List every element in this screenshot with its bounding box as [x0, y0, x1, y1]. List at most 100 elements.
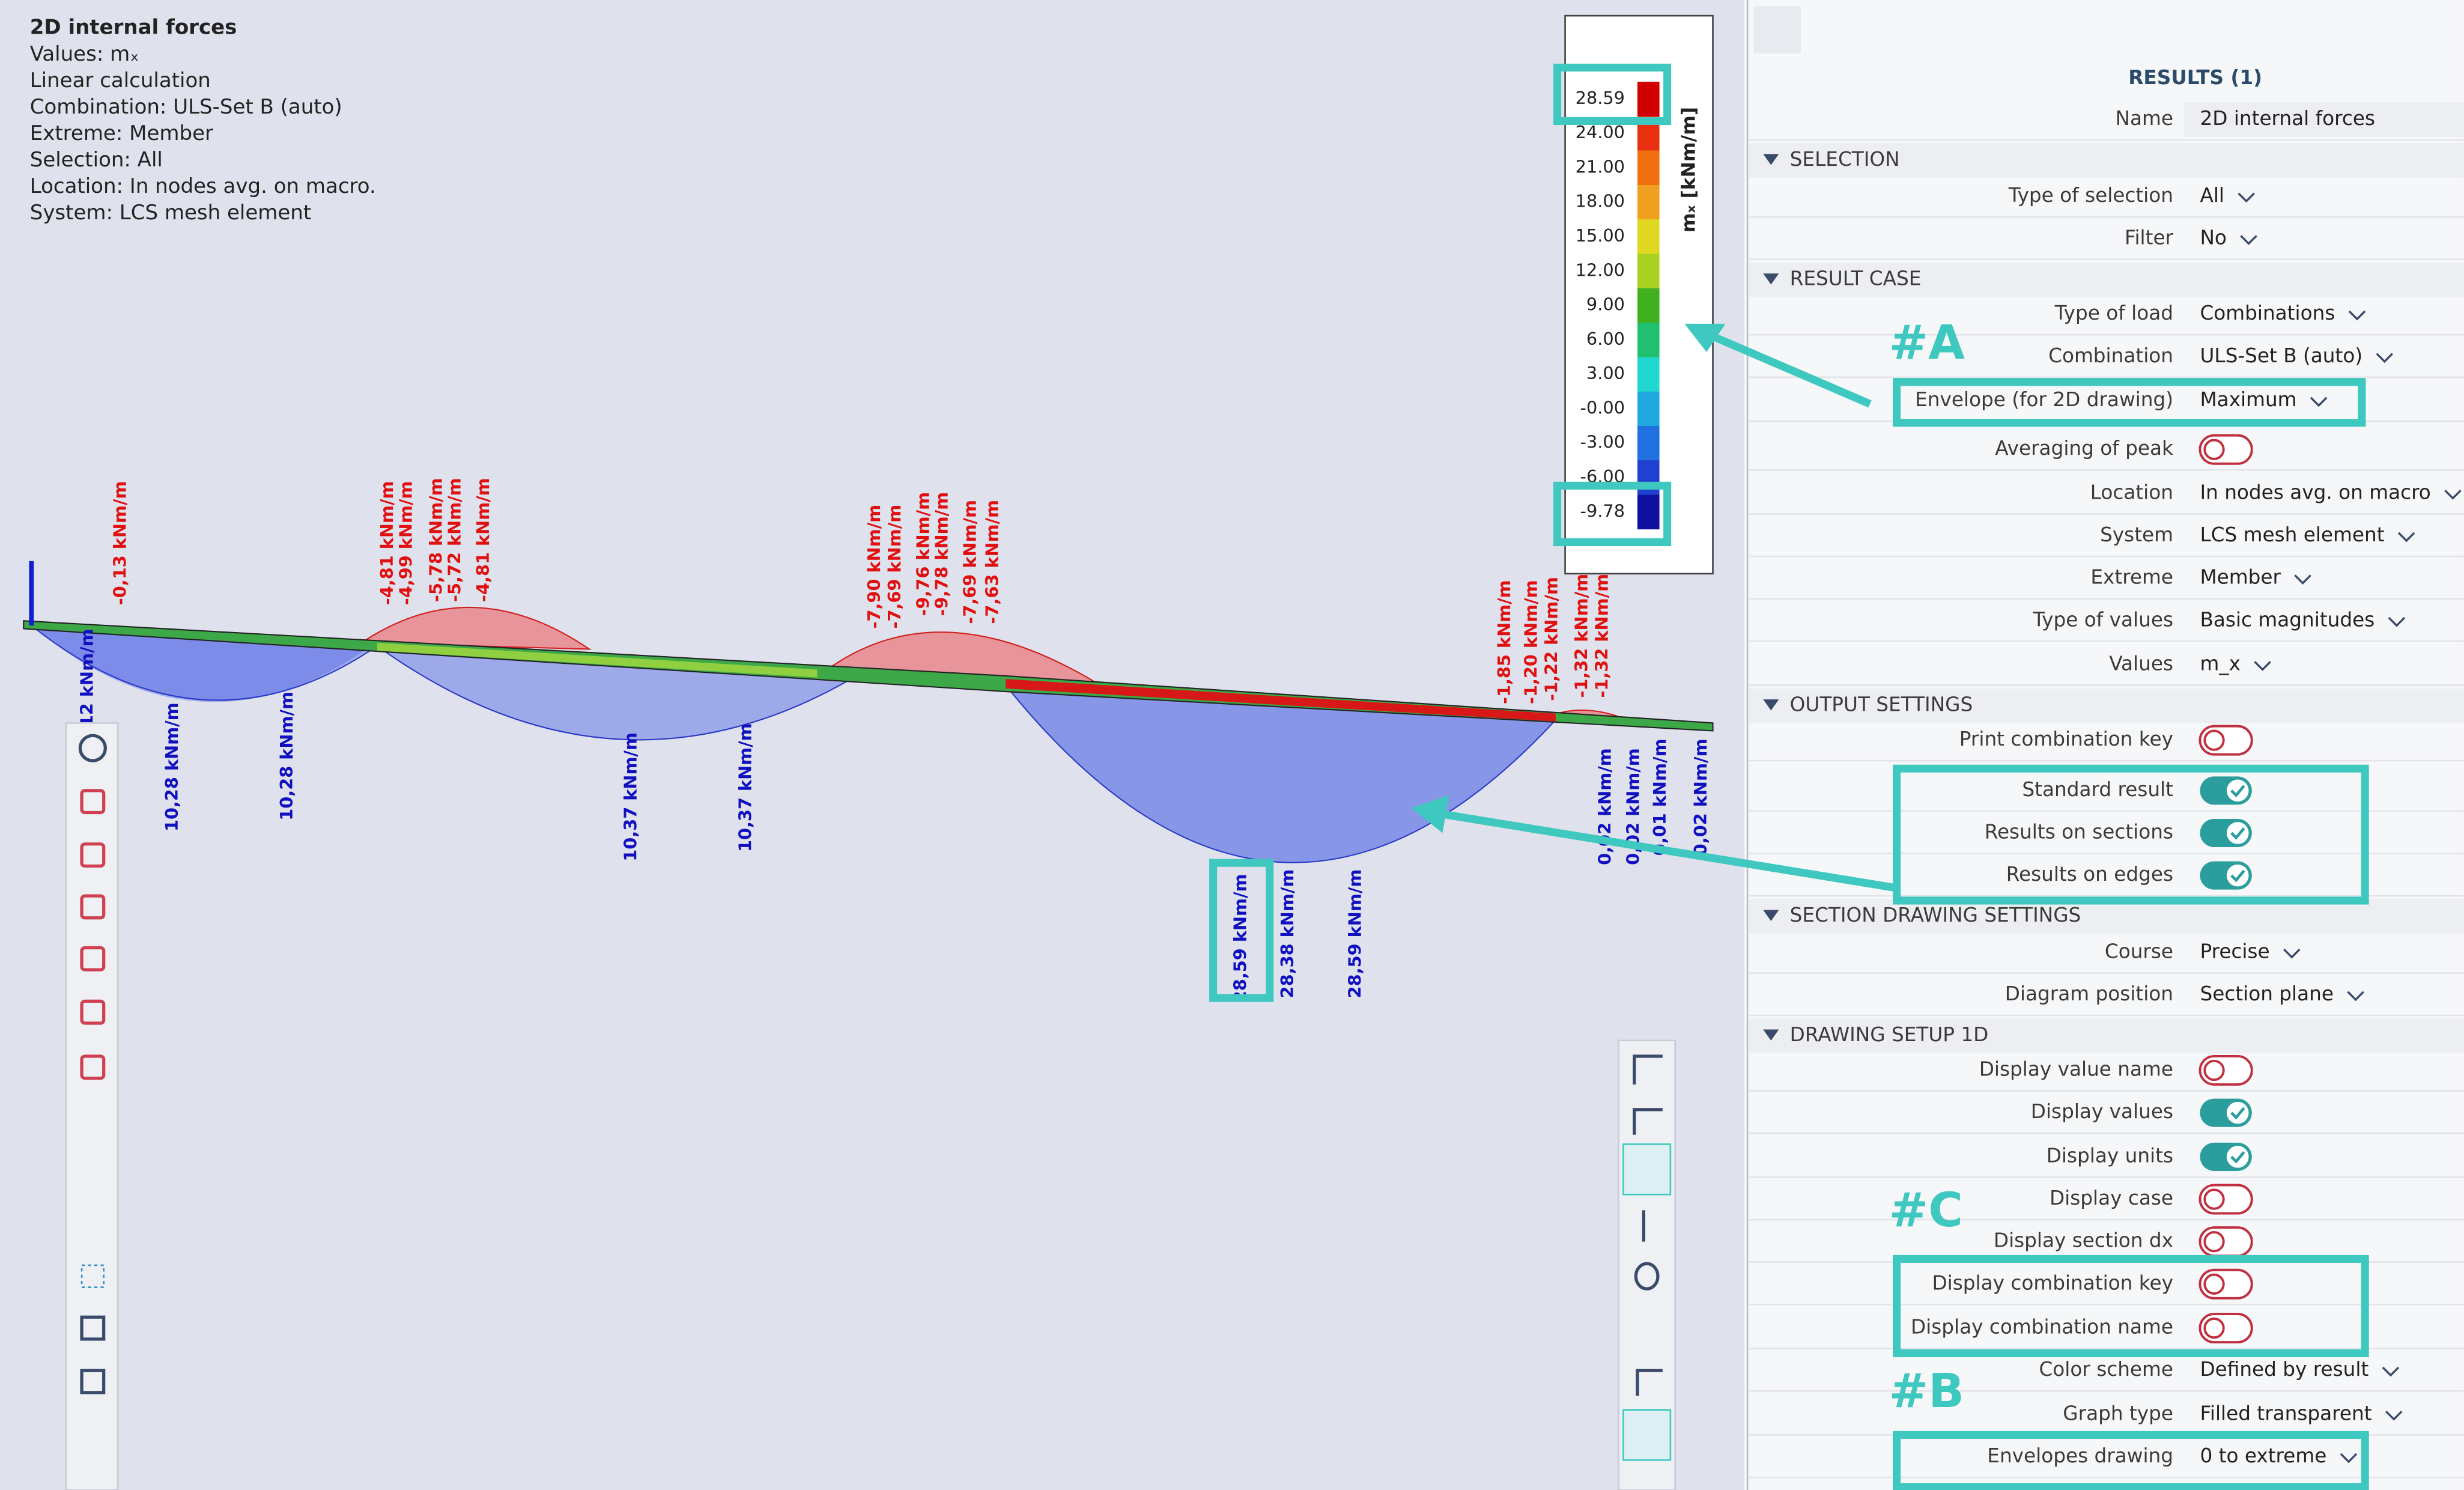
- dropdown-value[interactable]: 0 to extreme: [2200, 1444, 2326, 1467]
- section-header[interactable]: DRAWING SETUP 1D: [1790, 1023, 1989, 1046]
- dropdown-value[interactable]: Precise: [2200, 940, 2269, 962]
- toggle-off[interactable]: [2198, 1226, 2253, 1257]
- section-header[interactable]: RESULT CASE: [1790, 267, 1922, 290]
- dropdown-chevron[interactable]: [2294, 574, 2311, 585]
- section-header[interactable]: SELECTION: [1790, 148, 1900, 171]
- dropdown-chevron[interactable]: [2283, 948, 2301, 959]
- dropdown-value[interactable]: ULS-Set B (auto): [2200, 344, 2362, 367]
- dropdown-chevron[interactable]: [2397, 532, 2415, 543]
- dropdown-value[interactable]: No: [2200, 227, 2226, 249]
- dropdown-value[interactable]: Filled transparent: [2200, 1402, 2371, 1425]
- section-toggle[interactable]: [1763, 154, 1779, 165]
- info-title: 2D internal forces: [30, 16, 237, 40]
- panel-icon[interactable]: [1753, 6, 1801, 53]
- toggle-off[interactable]: [2198, 434, 2253, 465]
- property-label: Extreme: [2090, 566, 2173, 589]
- toggle-on[interactable]: [2200, 1142, 2252, 1171]
- negative-value-label: -1,22 kNm/m: [1541, 577, 1562, 701]
- dropdown-value[interactable]: Member: [2200, 566, 2281, 589]
- toggle-check: [2230, 827, 2245, 840]
- dropdown-chevron[interactable]: [2240, 235, 2257, 245]
- toggle-on[interactable]: [2200, 861, 2252, 890]
- section-header-bg: [1749, 143, 2464, 178]
- positive-value-label: 0,01 kNm/m: [1649, 739, 1670, 856]
- legend-swatch: [1637, 150, 1660, 186]
- section-toggle[interactable]: [1763, 273, 1779, 285]
- section-toggle[interactable]: [1763, 699, 1779, 711]
- dropdown-chevron[interactable]: [2238, 192, 2255, 203]
- dropdown-chevron[interactable]: [2382, 1366, 2400, 1377]
- dropdown-value[interactable]: Defined by result: [2200, 1358, 2368, 1381]
- positive-value-label: 10,37 kNm/m: [735, 723, 756, 852]
- toggle-off[interactable]: [2198, 1055, 2253, 1086]
- dropdown-value[interactable]: LCS mesh element: [2200, 523, 2384, 546]
- property-label: Display units: [2047, 1144, 2173, 1167]
- value-bg: [2184, 102, 2464, 137]
- toggle-off[interactable]: [2198, 725, 2253, 756]
- toggle-off[interactable]: [2198, 1268, 2253, 1300]
- property-label: Print combination key: [1959, 728, 2173, 750]
- property-label: Envelopes drawing: [1987, 1444, 2173, 1467]
- left-toolbar: [65, 722, 119, 1490]
- negative-value-label: -9,78 kNm/m: [932, 492, 952, 616]
- property-label: Combination: [2048, 344, 2173, 367]
- dropdown-value[interactable]: m_x: [2200, 652, 2241, 675]
- legend-swatch: [1637, 357, 1660, 392]
- legend-value: 28.59: [1576, 88, 1625, 108]
- dropdown-chevron[interactable]: [2254, 661, 2271, 671]
- structure-diagram: [23, 561, 1714, 863]
- toggle-check: [2230, 785, 2245, 798]
- section-header[interactable]: OUTPUT SETTINGS: [1790, 693, 1973, 716]
- property-value: 2D internal forces: [2200, 107, 2375, 130]
- property-label: Values: [2109, 652, 2173, 675]
- section-toggle[interactable]: [1763, 910, 1779, 921]
- positive-value-label: 28,38 kNm/m: [1277, 869, 1297, 999]
- dropdown-chevron[interactable]: [2385, 1410, 2403, 1421]
- annotation-label: #C: [1889, 1182, 1963, 1238]
- dropdown-value[interactable]: Section plane: [2200, 982, 2334, 1005]
- dropdown-value[interactable]: Combinations: [2200, 302, 2335, 324]
- section-toggle[interactable]: [1763, 1029, 1779, 1041]
- positive-value-label: 0,02 kNm/m: [1595, 748, 1615, 865]
- property-label: Diagram position: [2005, 982, 2173, 1005]
- info-line: Selection: All: [30, 148, 163, 172]
- negative-value-label: -7,69 kNm/m: [884, 505, 905, 629]
- section-header[interactable]: SECTION DRAWING SETTINGS: [1790, 904, 2081, 926]
- toggle-knob: [2203, 1317, 2225, 1339]
- toggle-off[interactable]: [2198, 1184, 2253, 1215]
- toggle-knob: [2203, 729, 2225, 751]
- dropdown-value[interactable]: Maximum: [2200, 388, 2296, 411]
- toggle-knob: [2226, 864, 2249, 887]
- legend-value: 21.00: [1576, 156, 1625, 177]
- negative-value-label: -5,78 kNm/m: [425, 478, 446, 602]
- dropdown-chevron[interactable]: [2347, 991, 2364, 1002]
- toggle-on[interactable]: [2200, 1098, 2252, 1127]
- positive-value-label: 10,37 kNm/m: [621, 732, 641, 862]
- section-header-bg: [1749, 262, 2464, 297]
- legend-value: 15.00: [1576, 225, 1625, 246]
- toggle-on[interactable]: [2200, 818, 2252, 848]
- toggle-on[interactable]: [2200, 776, 2252, 805]
- dropdown-value[interactable]: In nodes avg. on macro: [2200, 481, 2430, 503]
- legend: 28.59 24.00 21.00 18.00 15.00 12.00 9.00 6.00 3.…: [1576, 82, 1699, 530]
- dropdown-chevron[interactable]: [2376, 353, 2394, 363]
- toggle-knob: [2226, 1146, 2249, 1168]
- dropdown-chevron[interactable]: [2310, 397, 2328, 407]
- legend-swatch: [1637, 254, 1660, 289]
- negative-value-label: -1,20 kNm/m: [1521, 580, 1541, 704]
- toggle-off[interactable]: [2198, 1313, 2253, 1344]
- property-label: Envelope (for 2D drawing): [1915, 388, 2173, 411]
- property-label: Display section dx: [1994, 1229, 2173, 1252]
- toggle-knob: [2226, 822, 2249, 844]
- annotation-label: #B: [1889, 1363, 1965, 1419]
- dropdown-chevron[interactable]: [2340, 1453, 2358, 1464]
- dropdown-chevron[interactable]: [2348, 310, 2366, 321]
- negative-value-label: -7,63 kNm/m: [982, 500, 1002, 624]
- positive-value-label: 10,28 kNm/m: [162, 702, 182, 832]
- dropdown-chevron[interactable]: [2444, 490, 2462, 500]
- dropdown-value[interactable]: All: [2200, 184, 2224, 207]
- dropdown-chevron[interactable]: [2388, 616, 2406, 627]
- toggle-check: [2230, 1151, 2245, 1164]
- dropdown-value[interactable]: Basic magnitudes: [2200, 608, 2374, 631]
